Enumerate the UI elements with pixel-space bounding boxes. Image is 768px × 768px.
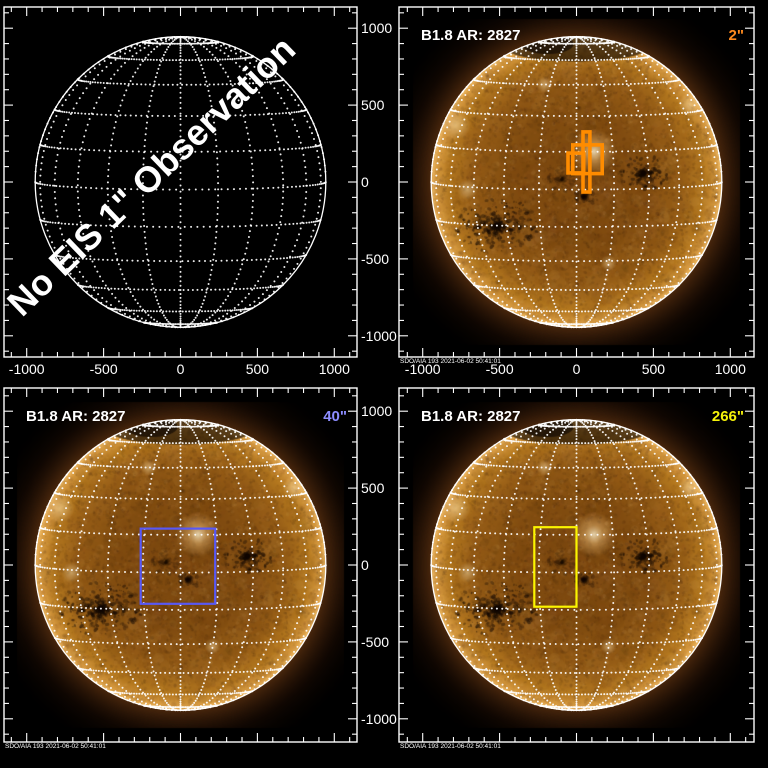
svg-text:0: 0 — [177, 361, 185, 377]
svg-text:1000: 1000 — [361, 20, 392, 36]
svg-text:-500: -500 — [90, 361, 118, 377]
svg-text:0: 0 — [573, 361, 581, 377]
svg-text:-500: -500 — [361, 634, 389, 650]
svg-text:500: 500 — [246, 361, 270, 377]
svg-text:1000: 1000 — [361, 403, 392, 419]
svg-text:-1000: -1000 — [9, 361, 45, 377]
svg-text:1000: 1000 — [715, 361, 746, 377]
svg-text:0: 0 — [361, 174, 369, 190]
svg-text:-1000: -1000 — [361, 328, 397, 344]
svg-text:1000: 1000 — [319, 361, 350, 377]
svg-text:500: 500 — [361, 480, 385, 496]
svg-text:-500: -500 — [361, 251, 389, 267]
svg-text:500: 500 — [642, 361, 666, 377]
svg-text:0: 0 — [361, 557, 369, 573]
svg-text:500: 500 — [361, 97, 385, 113]
svg-text:-1000: -1000 — [361, 711, 397, 727]
